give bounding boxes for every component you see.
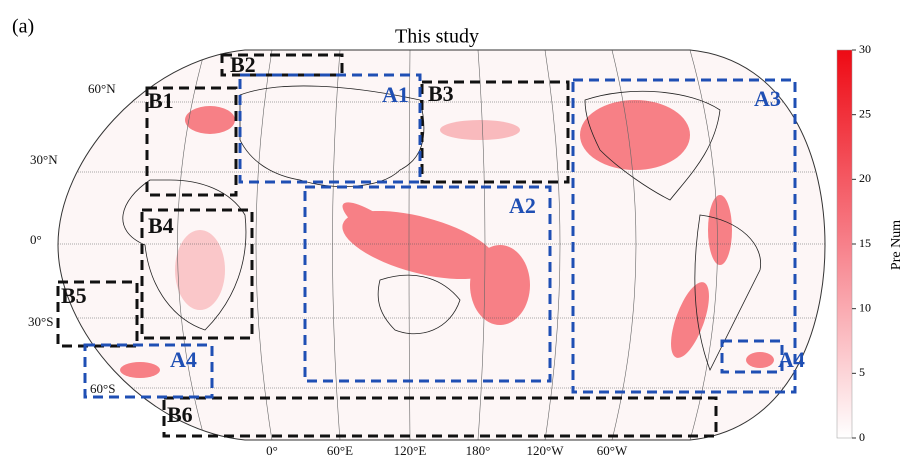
region-box — [303, 185, 552, 383]
region-box — [238, 73, 422, 184]
colorbar-tick-label: 25 — [859, 106, 871, 120]
lon-label: 120°E — [394, 443, 427, 458]
lon-label: 0° — [266, 443, 278, 458]
colorbar — [836, 49, 853, 439]
region-box — [571, 78, 797, 394]
panel-label: (a) — [12, 16, 34, 38]
colorbar-tick-label: 5 — [859, 365, 865, 379]
lat-label: 60°S — [90, 381, 115, 396]
coastlines — [122, 85, 762, 371]
region-label: B2 — [230, 52, 256, 77]
region-box — [56, 280, 139, 348]
lat-label: 30°N — [30, 152, 58, 167]
lon-label: 180° — [466, 443, 491, 458]
lon-label: 60°E — [327, 443, 353, 458]
region-box — [83, 343, 214, 399]
region-box — [162, 396, 718, 438]
lon-label: 60°W — [597, 443, 628, 458]
region-label: B6 — [167, 402, 193, 427]
region-label: A4 — [778, 347, 805, 372]
colorbar-tick-label: 10 — [859, 300, 871, 314]
colorbar-tick-label: 15 — [859, 236, 871, 250]
precip-hotspots — [120, 100, 774, 378]
region-box — [145, 86, 238, 197]
region-label: A4 — [170, 347, 197, 372]
parallels — [58, 101, 825, 389]
lat-label: 30°S — [28, 314, 53, 329]
region-label: A1 — [382, 82, 409, 107]
colorbar-tick-label: 20 — [859, 171, 871, 185]
region-label: B5 — [61, 283, 87, 308]
lon-label: 120°W — [527, 443, 565, 458]
lat-label: 0° — [30, 232, 42, 247]
region-box — [140, 208, 254, 340]
region-label: A3 — [754, 86, 781, 111]
map-outline — [57, 49, 826, 441]
colorbar-tick-label: 0 — [859, 430, 865, 444]
map-title: This study — [395, 26, 479, 48]
region-label: B3 — [428, 81, 454, 106]
region-box — [420, 80, 570, 184]
region-label: B4 — [148, 213, 174, 238]
map — [58, 50, 825, 440]
lat-label: 60°N — [88, 81, 116, 96]
colorbar-label: Pre Num — [889, 220, 904, 270]
region-label: B1 — [148, 88, 174, 113]
region-label: A2 — [509, 193, 536, 218]
colorbar-tick-label: 30 — [859, 42, 871, 56]
region-box — [720, 339, 784, 374]
